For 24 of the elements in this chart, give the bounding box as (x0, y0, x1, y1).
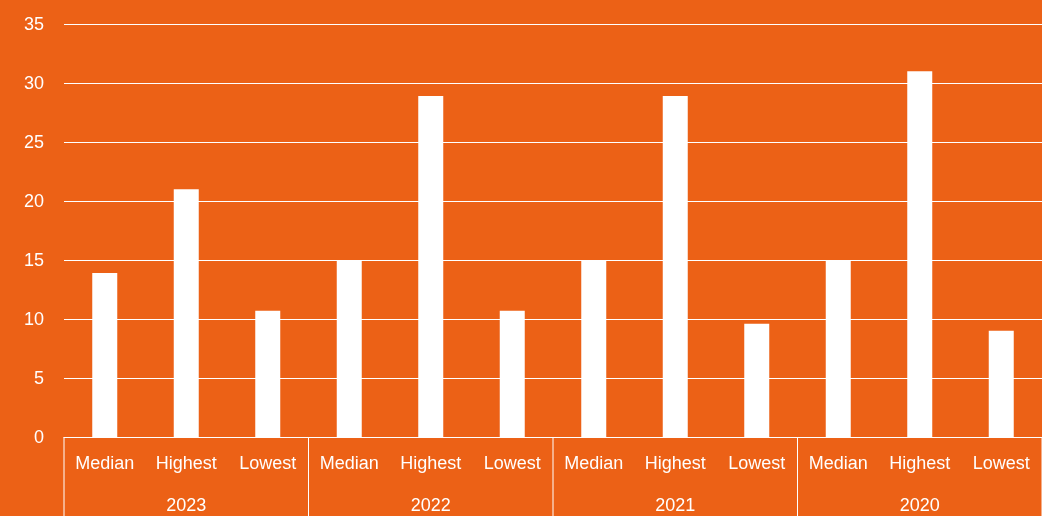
text: 2022 (410, 495, 451, 515)
y-tick-label: 15 (23, 250, 44, 270)
text: 2023 (166, 495, 207, 515)
x-tick-label: Highest (155, 453, 217, 473)
x-tick-label: Lowest (239, 453, 297, 473)
x-tick-label: Median (564, 453, 624, 473)
x-tick-label: Highest (400, 453, 462, 473)
y-tick-label: 35 (23, 14, 44, 34)
y-tick-label: 0 (33, 427, 44, 447)
y-tick-label: 20 (23, 191, 44, 211)
y-tick-label: 25 (23, 132, 44, 152)
text: 2020 (899, 495, 940, 515)
x-tick-label: Lowest (972, 453, 1030, 473)
x-tick-label: Median (319, 453, 379, 473)
text: 2021 (655, 495, 696, 515)
y-tick-label: 5 (33, 368, 44, 388)
x-tick-label: Median (808, 453, 868, 473)
x-tick-label: Lowest (728, 453, 786, 473)
x-tick-label: Median (75, 453, 135, 473)
x-tick-label: Highest (644, 453, 706, 473)
y-tick-label: 10 (23, 309, 44, 329)
y-tick-label: 30 (23, 73, 44, 93)
x-tick-label: Highest (889, 453, 951, 473)
x-tick-label: Lowest (483, 453, 541, 473)
